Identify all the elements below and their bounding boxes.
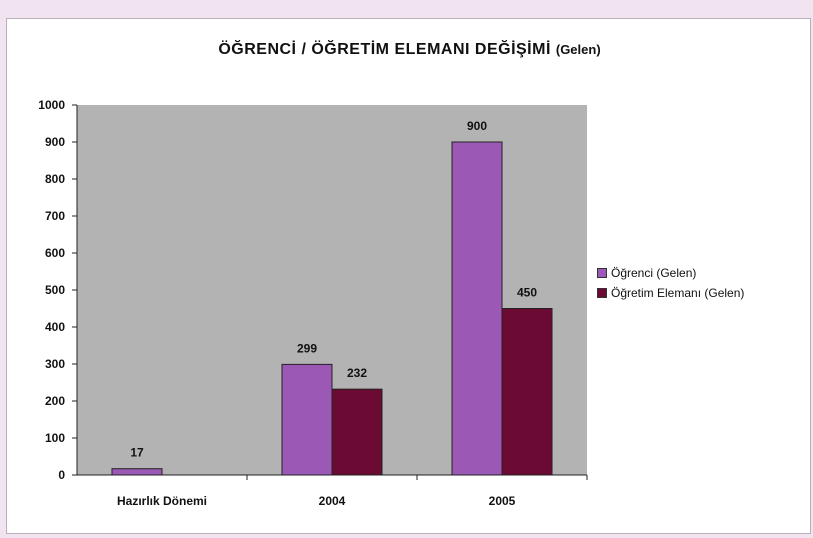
data-label: 299 — [297, 341, 317, 355]
chart-title-main: ÖĞRENCİ / ÖĞRETİM ELEMANI DEĞİŞİMİ — [218, 41, 551, 58]
y-tick-label: 1000 — [38, 98, 65, 112]
data-label: 450 — [517, 286, 537, 300]
y-tick-label: 600 — [45, 246, 65, 260]
y-tick-label: 400 — [45, 320, 65, 334]
bar-student — [281, 363, 333, 476]
chart-legend: Öğrenci (Gelen) Öğretim Elemanı (Gelen) — [597, 263, 744, 303]
legend-swatch-student — [597, 268, 607, 278]
chart-title: ÖĞRENCİ / ÖĞRETİM ELEMANI DEĞİŞİMİ (Gele… — [7, 41, 812, 59]
y-tick-label: 300 — [45, 357, 65, 371]
bar-staff — [501, 308, 553, 476]
y-tick-label: 0 — [58, 468, 65, 482]
data-label: 17 — [130, 446, 144, 460]
bar-student — [451, 141, 503, 476]
data-label: 232 — [347, 366, 367, 380]
legend-label-student: Öğrenci (Gelen) — [611, 266, 697, 280]
chart-title-suffix: (Gelen) — [555, 42, 601, 57]
x-tick-label: 2005 — [489, 494, 516, 508]
legend-swatch-staff — [597, 288, 607, 298]
legend-item-student: Öğrenci (Gelen) — [597, 263, 744, 283]
bar-chart: 0 100 200 300 400 500 600 700 800 900 1000 Hazırlık… — [38, 98, 588, 508]
data-label: 900 — [467, 119, 487, 133]
chart-frame: ÖĞRENCİ / ÖĞRETİM ELEMANI DEĞİŞİMİ (Gele… — [6, 18, 811, 534]
x-tick-label: Hazırlık Dönemi — [117, 494, 207, 508]
y-tick-label: 800 — [45, 172, 65, 186]
y-tick-label: 900 — [45, 135, 65, 149]
y-tick-label: 200 — [45, 394, 65, 408]
y-tick-label: 100 — [45, 431, 65, 445]
bar-staff — [331, 388, 383, 476]
legend-item-staff: Öğretim Elemanı (Gelen) — [597, 283, 744, 303]
bar-student — [111, 468, 163, 476]
x-tick-label: 2004 — [319, 494, 346, 508]
y-tick-label: 500 — [45, 283, 65, 297]
legend-label-staff: Öğretim Elemanı (Gelen) — [611, 286, 745, 300]
y-tick-label: 700 — [45, 209, 65, 223]
